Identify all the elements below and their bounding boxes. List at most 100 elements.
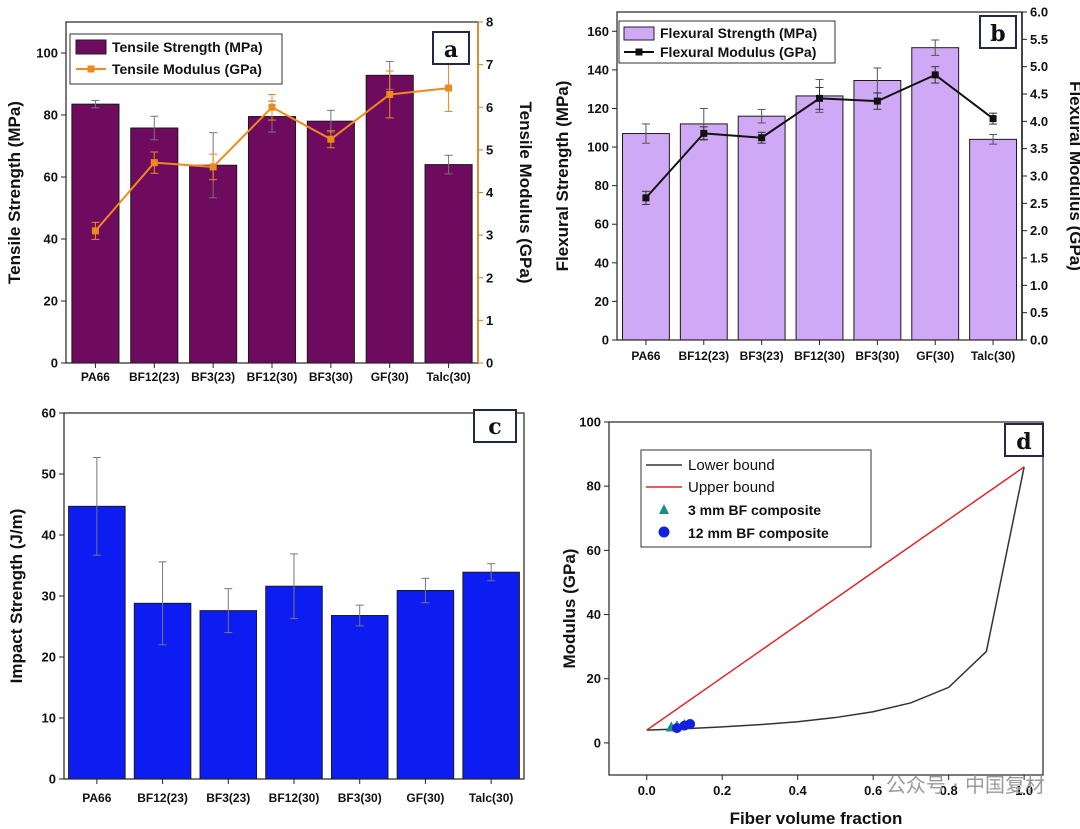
x-tick-label: GF(30) [371,370,409,384]
y-tick-label: 30 [42,589,56,604]
bar-BF3(23) [199,610,258,780]
legend-swatch-flexural-strength [623,26,655,41]
legend-marker-tensile-modulus [87,65,95,73]
x-tick-label: GF(30) [916,349,954,363]
right-y-tick-label: 3.0 [1030,169,1048,184]
right-y-tick-label: 5.0 [1030,59,1048,74]
y-tick-label: 80 [587,479,601,494]
modulus-point-BF3(23) [758,134,766,142]
legend-label-tensile-strength: Tensile Strength (MPa) [112,39,263,55]
x-axis-title: Fiber volume fraction [730,809,903,828]
bar-Talc(30) [424,164,473,364]
x-tick-label: BF12(30) [269,791,320,805]
y-tick-label: 40 [44,232,58,247]
legend-label-flexural-strength: Flexural Strength (MPa) [660,25,817,41]
panel-b-label: b [990,21,1005,47]
legend-marker-3mm-bf [659,504,669,514]
legend-label-12mm-bf: 12 mm BF composite [688,525,829,541]
legend-marker-12mm-bf [658,526,670,538]
x-tick-label: Talc(30) [426,370,470,384]
right-y-tick-label: 2 [486,270,493,285]
right-y-tick-label: 4.0 [1030,114,1048,129]
y-tick-label: 100 [587,140,609,155]
right-y-tick-label: 6.0 [1030,5,1048,20]
y-tick-label: 10 [42,711,56,726]
modulus-point-BF3(30) [873,97,881,105]
x-tick-label: 1.0 [1015,783,1033,798]
12mm-bf-point [671,723,682,734]
modulus-point-BF12(23) [700,129,708,137]
x-tick-label: GF(30) [406,791,444,805]
bar-GF(30) [396,590,455,780]
x-tick-label: Talc(30) [469,791,513,805]
modulus-point-BF12(30) [268,103,276,111]
y-tick-label: 140 [587,62,609,77]
x-tick-label: 0.4 [789,783,808,798]
plot-frame [608,421,1044,776]
upper-bound-line [646,466,1025,731]
x-tick-label: 0.0 [638,783,656,798]
x-tick-label: BF3(23) [191,370,235,384]
bar-Talc(30) [462,571,520,780]
y-tick-label: 0 [49,772,56,787]
panel-b-legend: Flexural Strength (MPa) Flexural Modulus… [618,20,836,64]
bar-BF12(30) [247,116,297,364]
bar-GF(30) [911,47,960,341]
y-tick-label: 20 [42,650,56,665]
panel-c: 0 10 20 30 40 50 60 PA66 BF12(23) BF3(23) BF12(30)… [7,406,525,805]
modulus-point-PA66 [91,227,99,235]
y-tick-label: 20 [587,671,601,686]
bar-BF3(30) [853,79,902,341]
y-tick-label: 20 [595,294,609,309]
x-tick-label: BF12(30) [794,349,845,363]
panel-a-legend: Tensile Strength (MPa) Tensile Modulus (… [69,33,283,85]
y-tick-label: 40 [587,607,601,622]
x-tick-label: BF12(23) [678,349,729,363]
x-tick-label: Talc(30) [971,349,1015,363]
x-tick-label: PA66 [82,791,111,805]
x-tick-label: BF12(23) [129,370,180,384]
bar-BF12(30) [795,95,844,341]
modulus-point-GF(30) [931,71,939,79]
x-tick-label: 0.6 [864,783,882,798]
y-tick-label: 60 [44,170,58,185]
y-axis-title: Modulus (GPa) [560,549,579,669]
panel-c-label: c [488,414,501,440]
y-tick-label: 80 [595,178,609,193]
right-y-tick-label: 5.5 [1030,32,1048,47]
legend-label-lower-bound: Lower bound [688,457,775,474]
right-y-tick-label: 0.0 [1030,333,1048,348]
x-tick-label: BF12(23) [137,791,188,805]
bar-BF12(23) [679,123,728,341]
panel-d-label-box [1004,423,1044,457]
x-tick-label: BF3(30) [855,349,899,363]
right-y-tick-label: 1 [486,313,493,328]
legend-marker-flexural-modulus [635,48,643,56]
bar-GF(30) [365,74,414,364]
y-tick-label: 60 [595,217,609,232]
bar-BF3(30) [306,120,355,364]
y-tick-label: 0 [594,735,601,750]
right-y-tick-label: 1.5 [1030,251,1048,266]
right-y-tick-label: 0.5 [1030,305,1048,320]
right-y-tick-label: 1.0 [1030,278,1048,293]
panel-d: 0 20 40 60 80 100 0.0 0.2 0.4 0.6 0.8 1.0 Fiber volu… [560,415,1044,828]
modulus-point-BF12(23) [150,159,158,167]
bar-BF3(30) [330,615,389,780]
y-tick-label: 60 [587,543,601,558]
bar-BF3(23) [737,115,786,341]
right-y-tick-label: 2.5 [1030,196,1048,211]
modulus-point-Talc(30) [445,84,453,92]
x-tick-label: PA66 [631,349,660,363]
bar-Talc(30) [969,138,1018,341]
y-tick-label: 160 [587,24,609,39]
panel-b: 0 20 40 60 80 100 120 140 160 PA66 BF12(23) BF3(23)… [553,5,1080,364]
x-tick-label: BF3(23) [206,791,250,805]
right-y-axis-title: Flexural Modulus (GPa) [1066,81,1080,271]
panel-a-label-box [432,31,470,65]
legend-box [618,20,836,64]
x-tick-label: BF3(23) [740,349,784,363]
panel-c-label-box [473,409,517,443]
x-tick-label: BF3(30) [338,791,382,805]
